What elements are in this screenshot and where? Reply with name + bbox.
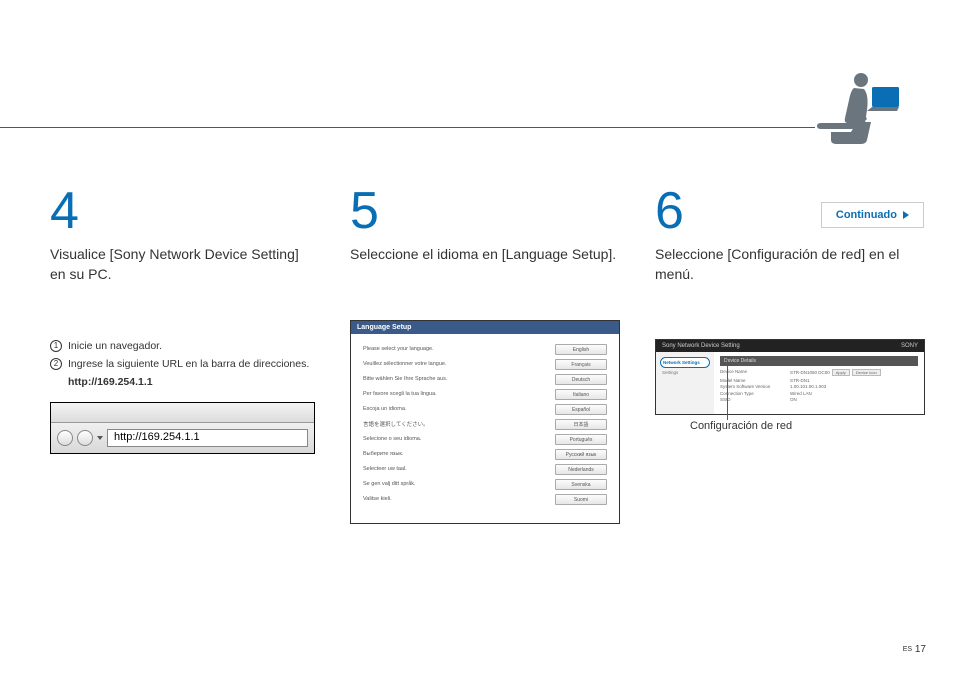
language-button: Italiano <box>555 389 607 400</box>
language-label: Selecteer uw taal. <box>363 466 555 472</box>
network-field: SSIDON <box>720 397 918 402</box>
language-row: Bitte wählen Sie Ihre Sprache aus.Deutsc… <box>363 374 607 385</box>
language-row: Veuillez sélectionner votre langue.Franç… <box>363 359 607 370</box>
step-number: 4 <box>50 185 315 237</box>
network-title: Sony Network Device Setting <box>662 343 740 349</box>
steps-row: 4 Visualice [Sony Network Device Setting… <box>50 185 924 524</box>
language-button: Español <box>555 404 607 415</box>
language-label: Bitte wählen Sie Ihre Sprache aus. <box>363 376 555 382</box>
device-icon-mini-button: Device Icon <box>852 369 881 376</box>
language-button: Deutsch <box>555 374 607 385</box>
field-label: SSID <box>720 397 790 402</box>
page-num-value: 17 <box>915 644 926 655</box>
network-field: System Software Version1.00.101.00.1.003 <box>720 384 918 389</box>
substeps: 1 Inicie un navegador. 2 Ingrese la sigu… <box>50 339 315 390</box>
browser-navbar: http://169.254.1.1 <box>51 423 314 453</box>
browser-titlebar <box>51 403 314 423</box>
language-label: Valitse kieli. <box>363 496 555 502</box>
circled-2-icon: 2 <box>50 358 62 370</box>
network-section-title: Device Details <box>720 356 918 366</box>
field-label: Model Name <box>720 378 790 383</box>
language-row: 言語を選択してください。日本語 <box>363 419 607 430</box>
url-text: http://169.254.1.1 <box>68 375 315 391</box>
language-label: 言語を選択してください。 <box>363 420 555 428</box>
network-topbar: Sony Network Device Setting SONY <box>656 340 924 352</box>
back-button-icon <box>57 430 73 446</box>
sidebar-settings: Settings <box>660 368 710 377</box>
language-button: 日本語 <box>555 419 607 430</box>
field-label: System Software Version <box>720 384 790 389</box>
language-row: Escoja un idioma.Español <box>363 404 607 415</box>
language-label: Выберите язык. <box>363 451 555 457</box>
language-row: Valitse kieli.Suomi <box>363 494 607 505</box>
network-field: Model NameSTR-DN1 <box>720 378 918 383</box>
language-setup-panel: Language Setup Please select your langua… <box>350 320 620 524</box>
language-button: Nederlands <box>555 464 607 475</box>
field-value: 1.00.101.00.1.003 <box>790 384 918 389</box>
caption-text: Configuración de red <box>690 420 925 432</box>
field-value: Wired LAN <box>790 391 918 396</box>
step-title: Visualice [Sony Network Device Setting] … <box>50 245 315 284</box>
language-row: Selecteer uw taal.Nederlands <box>363 464 607 475</box>
apply-mini-button: Apply <box>832 369 850 376</box>
substep-text: Ingrese la siguiente URL en la barra de … <box>68 357 309 373</box>
forward-button-icon <box>77 430 93 446</box>
sidebar-network-settings: Network Settings <box>660 357 710 368</box>
language-row: Выберите язык.Русский язык <box>363 449 607 460</box>
language-label: Se gen valj ditt språk. <box>363 481 555 487</box>
network-field: Connection TypeWired LAN <box>720 391 918 396</box>
language-label: Selecione o seu idioma. <box>363 436 555 442</box>
language-label: Escoja un idioma. <box>363 406 555 412</box>
circled-1-icon: 1 <box>50 340 62 352</box>
substep-text: Inicie un navegador. <box>68 339 162 355</box>
step-number: 5 <box>350 185 620 237</box>
language-row: Per favore scegli la tua lingua.Italiano <box>363 389 607 400</box>
language-body: Please select your language.EnglishVeuil… <box>351 334 619 523</box>
substep-2: 2 Ingrese la siguiente URL en la barra d… <box>50 357 315 373</box>
field-label: Connection Type <box>720 391 790 396</box>
person-laptop-icon <box>809 70 904 150</box>
network-setup-panel: Sony Network Device Setting SONY Network… <box>655 339 925 415</box>
field-value: STR-DN1 <box>790 378 918 383</box>
browser-mockup: http://169.254.1.1 <box>50 402 315 454</box>
language-button: Suomi <box>555 494 607 505</box>
field-value: ON <box>790 397 918 402</box>
step-5: 5 Seleccione el idioma en [Language Setu… <box>350 185 620 524</box>
language-row: Please select your language.English <box>363 344 607 355</box>
address-bar: http://169.254.1.1 <box>107 429 308 447</box>
caption-container: Configuración de red <box>655 420 925 432</box>
dropdown-arrow-icon <box>97 436 103 440</box>
network-field: Device NameSTR-DN1050 DC00ApplyDevice Ic… <box>720 369 918 376</box>
network-main: Device Details Device NameSTR-DN1050 DC0… <box>714 352 924 414</box>
language-button: Português <box>555 434 607 445</box>
step-number: 6 <box>655 185 925 237</box>
step-title: Seleccione el idioma en [Language Setup]… <box>350 245 620 265</box>
language-label: Per favore scegli la tua lingua. <box>363 391 555 397</box>
language-button: Русский язык <box>555 449 607 460</box>
top-divider <box>0 127 815 128</box>
language-label: Please select your language. <box>363 346 555 352</box>
language-header: Language Setup <box>351 321 619 334</box>
page-number: ES 17 <box>903 644 926 655</box>
step-title: Seleccione [Configuración de red] en el … <box>655 245 925 284</box>
field-label: Device Name <box>720 369 790 376</box>
field-value: STR-DN1050 DC00ApplyDevice Icon <box>790 369 918 376</box>
sony-brand: SONY <box>901 343 918 349</box>
substep-1: 1 Inicie un navegador. <box>50 339 315 355</box>
language-button: English <box>555 344 607 355</box>
language-row: Selecione o seu idioma.Português <box>363 434 607 445</box>
language-button: Français <box>555 359 607 370</box>
language-label: Veuillez sélectionner votre langue. <box>363 361 555 367</box>
page-locale: ES <box>903 646 912 653</box>
network-body: Network Settings Settings Device Details… <box>656 352 924 414</box>
network-sidebar: Network Settings Settings <box>656 352 714 414</box>
step-4: 4 Visualice [Sony Network Device Setting… <box>50 185 315 524</box>
caption-pointer-line <box>727 360 728 420</box>
language-button: Svenska <box>555 479 607 490</box>
step-6: 6 Seleccione [Configuración de red] en e… <box>655 185 925 524</box>
language-row: Se gen valj ditt språk.Svenska <box>363 479 607 490</box>
